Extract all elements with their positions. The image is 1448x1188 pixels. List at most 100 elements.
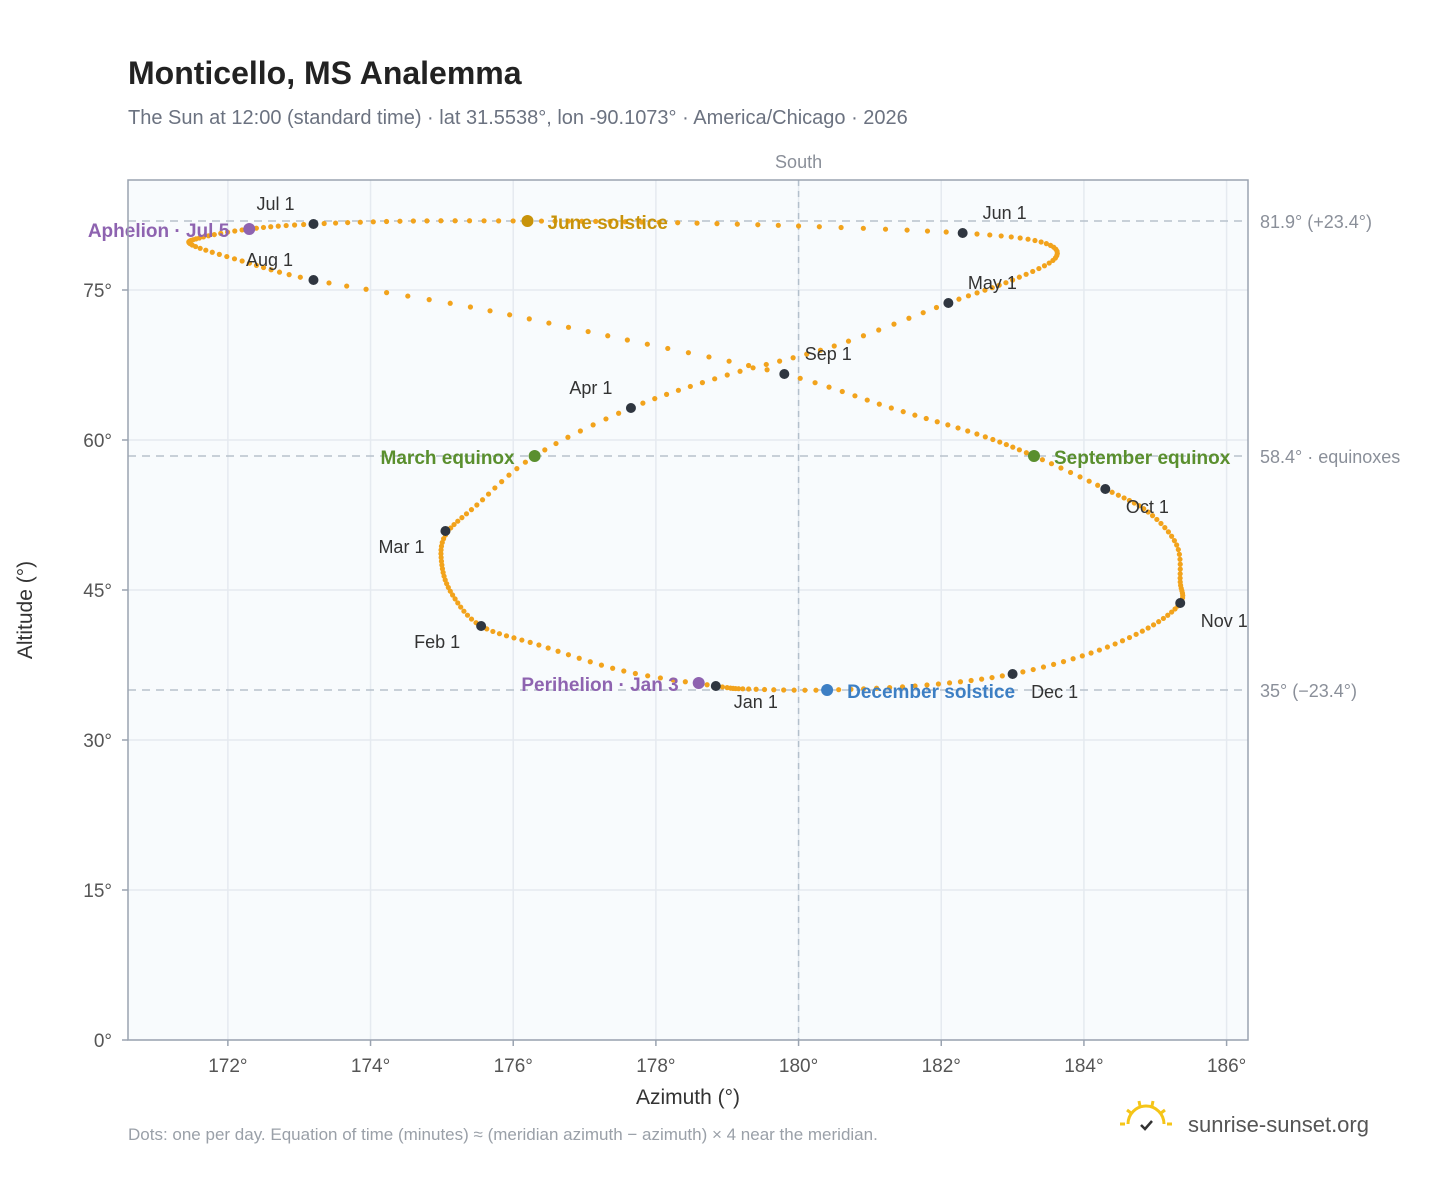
day-dot (1030, 666, 1036, 673)
day-dot (607, 218, 613, 225)
x-tick-label: 174° (351, 1056, 390, 1077)
day-dot (1077, 474, 1083, 480)
day-dot (1165, 529, 1172, 535)
day-dot (836, 687, 842, 693)
event-marker (243, 223, 256, 235)
day-dot (276, 269, 283, 275)
meridian-label: South (775, 152, 822, 172)
day-dot (1165, 612, 1171, 618)
day-dot (675, 387, 682, 393)
day-dot (605, 333, 611, 339)
day-dot (1169, 533, 1175, 539)
day-dot (737, 368, 743, 374)
month-marker-label: Sep 1 (805, 344, 852, 364)
event-marker (821, 684, 834, 696)
day-dot (1025, 236, 1031, 242)
x-tick-label: 172° (208, 1056, 247, 1077)
day-dot (1016, 447, 1022, 453)
x-tick-label: 186° (1207, 1056, 1246, 1077)
y-tick-label: 30° (83, 731, 112, 752)
day-dot (232, 228, 238, 234)
reference-line-label: 35° (−23.4°) (1260, 681, 1357, 701)
day-dot (487, 308, 493, 314)
day-dot (781, 687, 787, 693)
day-dot (1160, 615, 1167, 622)
day-dot (1043, 241, 1049, 247)
day-dot (891, 321, 897, 327)
day-dot (383, 218, 390, 225)
x-tick-label: 184° (1064, 1056, 1103, 1077)
day-dot (1016, 274, 1022, 280)
day-dot (864, 397, 870, 403)
day-dot (246, 260, 253, 266)
day-dot (603, 416, 609, 422)
day-dot (503, 633, 510, 639)
day-dot (321, 220, 327, 227)
day-dot (231, 256, 238, 262)
day-dot (565, 652, 572, 658)
day-dot (458, 604, 464, 610)
day-dot (555, 648, 561, 654)
event-marker (692, 677, 705, 689)
day-dot (989, 285, 995, 291)
day-dot (438, 558, 445, 564)
month-marker (476, 621, 487, 631)
day-dot (719, 684, 726, 690)
day-dot (726, 358, 732, 364)
day-dot (935, 681, 942, 687)
day-dot (1003, 280, 1009, 286)
month-marker-label: Aug 1 (246, 250, 293, 270)
day-dot (1017, 235, 1023, 241)
month-marker-label: Jul 1 (256, 194, 294, 214)
day-dot (370, 219, 376, 225)
month-markers: Jan 1 Feb 1 Mar 1 Apr 1 May 1 Jun 1 Jul 1 Aug 1… (246, 194, 1248, 712)
axis-ticks: 172° 174° 176° 178° 180° 182° 184° 186° 0° 15° 30°… (83, 281, 1246, 1077)
day-dot (933, 304, 940, 311)
day-dot (670, 677, 676, 683)
day-dot (775, 222, 781, 228)
day-dot (301, 221, 307, 228)
month-marker-label: May 1 (968, 273, 1017, 293)
day-dot (590, 422, 596, 428)
month-marker (625, 403, 636, 413)
day-dot (943, 229, 949, 235)
day-dot (876, 401, 882, 407)
day-dot (1088, 650, 1094, 656)
day-dot (996, 282, 1002, 288)
day-dot (1038, 239, 1044, 245)
day-dot (740, 686, 746, 692)
day-dot (357, 219, 363, 225)
day-dot (326, 280, 332, 286)
day-dot (468, 507, 475, 513)
day-dot (645, 673, 651, 679)
day-dot (912, 412, 918, 418)
day-dot (887, 684, 893, 691)
day-dot (764, 367, 770, 373)
day-dot (1177, 556, 1183, 562)
day-dot (345, 219, 351, 226)
day-dot (882, 226, 889, 232)
day-dot (1131, 500, 1137, 506)
plot-frame (127, 179, 1249, 1041)
day-dot (485, 491, 492, 497)
day-dot (900, 409, 906, 415)
day-dot (1139, 628, 1145, 634)
day-dot (205, 233, 212, 239)
day-dot (957, 679, 964, 685)
day-dot (839, 388, 845, 395)
day-dot (998, 233, 1004, 239)
day-dot (1058, 465, 1064, 471)
day-dot (699, 380, 706, 386)
y-tick-label: 15° (83, 881, 112, 902)
event-label: June solstice (547, 213, 667, 234)
day-dot (1145, 625, 1151, 631)
day-dot (1046, 260, 1052, 266)
day-dot (873, 685, 880, 691)
day-dot (452, 596, 458, 602)
day-dot (1041, 263, 1048, 269)
day-dot (459, 515, 465, 521)
day-dot (1047, 242, 1054, 248)
day-dot (197, 245, 203, 251)
day-dot (804, 351, 810, 357)
day-dot (211, 231, 217, 238)
